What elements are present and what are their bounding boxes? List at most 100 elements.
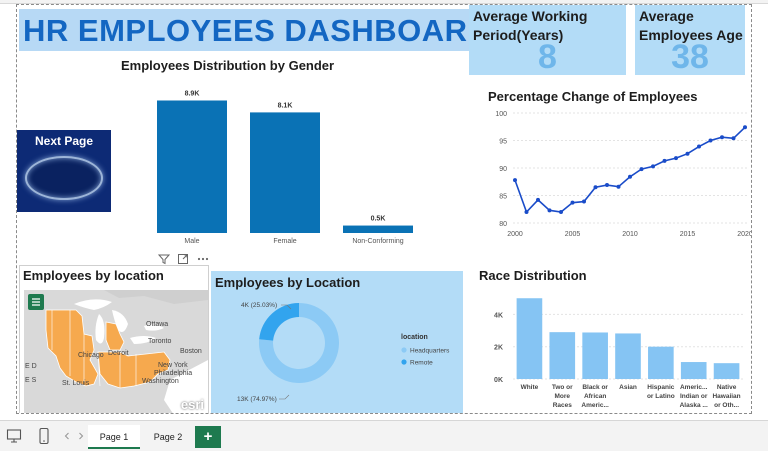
map-body[interactable]: Ottawa Toronto Boston New York Philadelp…	[24, 290, 208, 413]
map-label: Detroit	[108, 350, 129, 357]
race-category-label: Asian	[619, 384, 637, 391]
race-bar[interactable]	[516, 298, 543, 379]
kpi-value: 38	[671, 38, 709, 76]
filter-icon[interactable]	[158, 253, 170, 265]
kpi-card-working-period[interactable]: Average Working Period(Years) 8	[469, 5, 626, 76]
map-label: New York	[158, 362, 188, 369]
mobile-view-icon[interactable]	[38, 427, 50, 445]
add-page-button[interactable]: +	[195, 426, 221, 448]
donut-label-leader	[281, 304, 292, 310]
donut-legend-marker	[401, 359, 407, 365]
race-bar[interactable]	[713, 363, 740, 379]
race-bar[interactable]	[582, 332, 608, 379]
percentage-change-line-chart[interactable]: 80 85 90 95 100 2000 2005 2010 2015 2020	[483, 105, 751, 240]
line-point[interactable]	[513, 178, 517, 183]
race-category-label: White	[521, 384, 539, 391]
race-category-label: Two or	[552, 384, 573, 391]
line-point[interactable]	[616, 184, 621, 189]
gender-data-label: 8.1K	[278, 102, 293, 109]
more-options-icon[interactable]	[196, 253, 210, 265]
map-label: Philadelphia	[154, 370, 193, 377]
kpi-label: Average Employees Age	[639, 7, 743, 45]
gender-bar-chart[interactable]: 8.9K Male 8.1K Female 0.5K Non-Conforming	[127, 75, 447, 253]
ribbon-strip	[0, 0, 768, 4]
line-point[interactable]	[662, 158, 667, 163]
kpi-label-line1: Average	[639, 8, 694, 24]
kpi-label-line1: Average Working	[473, 8, 588, 24]
desktop-view-icon[interactable]	[6, 428, 22, 444]
kpi-label: Average Working Period(Years)	[473, 7, 587, 45]
race-chart-title: Race Distribution	[479, 268, 587, 283]
line-point[interactable]	[697, 144, 701, 149]
scroll-right-icon[interactable]	[76, 431, 86, 441]
gender-bar[interactable]	[343, 225, 413, 233]
race-bar[interactable]	[680, 362, 707, 379]
line-y-tick-label: 100	[495, 111, 507, 118]
race-category-label: Races	[553, 402, 573, 409]
tab-page-1[interactable]: Page 1	[88, 425, 140, 449]
line-x-tick-label: 2020	[737, 231, 751, 238]
race-category-label: Hawaiian	[712, 393, 740, 400]
race-category-label: or Oth...	[714, 402, 739, 409]
line-x-tick-label: 2015	[680, 231, 696, 238]
gender-data-label: 0.5K	[371, 216, 386, 223]
race-bar[interactable]	[648, 346, 674, 379]
race-y-tick-label: 4K	[494, 312, 503, 319]
donut-slice[interactable]	[259, 303, 299, 341]
map-menu-icon[interactable]	[28, 294, 44, 310]
line-point[interactable]	[582, 199, 586, 204]
line-point[interactable]	[720, 135, 724, 140]
donut-slice[interactable]	[259, 303, 339, 383]
focus-mode-icon[interactable]	[177, 253, 189, 265]
next-page-button[interactable]: Next Page	[17, 130, 111, 212]
esri-watermark: esri	[180, 397, 204, 412]
map-label: Boston	[180, 348, 202, 355]
line-point[interactable]	[559, 210, 563, 214]
race-category-label: Native	[717, 384, 737, 391]
donut-legend-label: Headquarters	[410, 348, 450, 355]
dashboard-title: HR EMPLOYEES DASHBOARD	[23, 13, 491, 48]
race-bar[interactable]	[615, 333, 641, 379]
line-point[interactable]	[651, 164, 655, 169]
map-visual[interactable]: Employees by location Ottawa Toronto Bos…	[19, 265, 209, 413]
line-point[interactable]	[524, 210, 529, 214]
map-title: Employees by location	[23, 268, 164, 283]
line-point[interactable]	[628, 174, 632, 179]
line-point[interactable]	[536, 197, 540, 202]
location-donut-chart[interactable]: 4K (25.03%) 13K (74.97%) location Headquart…	[211, 291, 463, 413]
next-page-ring	[25, 156, 103, 200]
race-bar-chart[interactable]: 0K 2K 4K White Two or More Races Black or Africa…	[473, 285, 749, 413]
line-point[interactable]	[547, 208, 552, 213]
title-banner: HR EMPLOYEES DASHBOARD	[19, 9, 490, 51]
kpi-card-employee-age[interactable]: Average Employees Age 38	[635, 5, 745, 76]
line-y-tick-label: 80	[499, 221, 507, 228]
line-point[interactable]	[674, 156, 678, 161]
gender-category-label: Non-Conforming	[352, 238, 403, 245]
line-point[interactable]	[605, 183, 609, 188]
line-point[interactable]	[593, 185, 598, 190]
line-x-tick-label: 2000	[507, 231, 523, 238]
scroll-left-icon[interactable]	[62, 431, 72, 441]
race-category-label: African	[584, 393, 606, 400]
line-point[interactable]	[731, 136, 736, 141]
map-label: Ottawa	[146, 321, 169, 328]
gender-bar[interactable]	[157, 100, 227, 233]
line-point[interactable]	[570, 200, 575, 205]
line-y-tick-label: 85	[499, 194, 507, 201]
donut-legend-label: Remote	[410, 360, 433, 367]
tab-page-2[interactable]: Page 2	[153, 432, 183, 442]
gender-category-label: Female	[273, 238, 296, 245]
location-donut-panel: Employees by Location 4K (25.03%) 13K (74…	[211, 271, 463, 413]
next-page-label: Next Page	[34, 134, 94, 148]
line-point[interactable]	[743, 125, 747, 130]
line-point[interactable]	[708, 138, 713, 143]
kpi-label-line2: Period(Years)	[473, 27, 564, 43]
donut-chart-title: Employees by Location	[215, 275, 361, 290]
line-point[interactable]	[639, 167, 644, 172]
race-bar[interactable]	[549, 332, 576, 379]
line-y-tick-label: 95	[499, 139, 507, 146]
gender-bar[interactable]	[250, 112, 320, 233]
map-label: Washington	[142, 378, 179, 385]
line-point[interactable]	[685, 151, 690, 156]
line-x-tick-label: 2005	[565, 231, 581, 238]
